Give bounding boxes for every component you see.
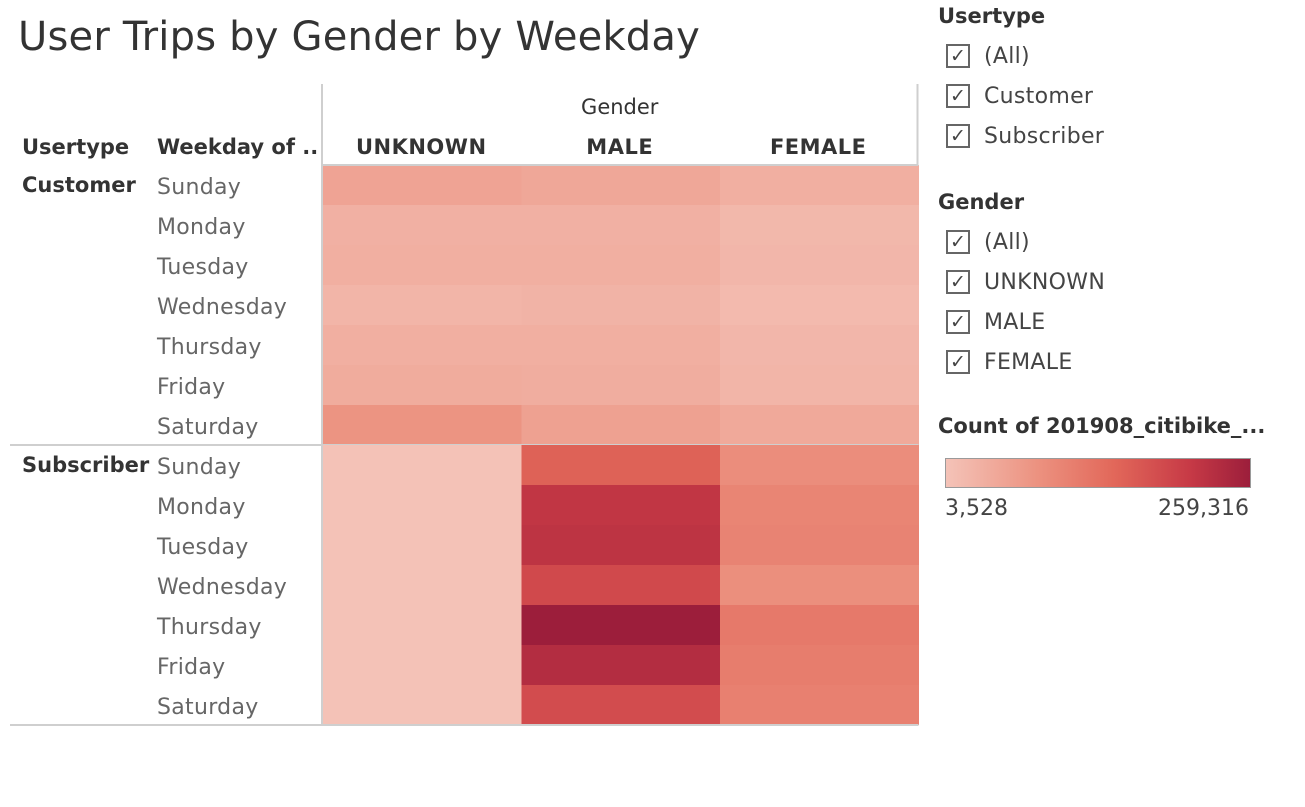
row-header-usertype: Usertype [22,135,129,159]
heatmap-cell [521,165,721,205]
gender-filter-all[interactable]: ✓ (All) [946,222,1105,262]
weekday-label: Tuesday [156,255,249,280]
column-group-label: Gender [581,95,659,119]
row-header-weekday: Weekday of .. [157,135,318,159]
heatmap-chart: Gender Usertype Weekday of .. UNKNOWN MALE FE… [10,84,919,726]
heatmap-cell [323,445,522,485]
heatmap-cell [720,485,919,525]
heatmap-cell [323,405,522,445]
weekday-label: Monday [157,215,246,240]
color-legend-min: 3,528 [945,496,1008,521]
heatmap-cell [720,405,919,445]
heatmap-cell [720,525,919,565]
heatmap-cell [323,485,522,525]
usertype-filter-subscriber[interactable]: ✓ Subscriber [946,116,1104,156]
heatmap-cell [323,245,522,285]
checkbox-checked-icon[interactable]: ✓ [946,310,970,334]
heatmap-cell [521,445,721,485]
usertype-filter-title: Usertype [938,4,1046,28]
weekday-label: Thursday [156,335,262,360]
weekday-label: Friday [157,655,225,680]
heatmap-cell [323,365,522,405]
heatmap-cell [323,565,522,605]
heatmap-cell [323,165,522,205]
heatmap-cell [521,565,721,605]
weekday-label: Tuesday [156,535,249,560]
weekday-label: Wednesday [157,575,287,600]
usertype-filter-customer[interactable]: ✓ Customer [946,76,1104,116]
weekday-label: Saturday [157,695,259,720]
filter-item-label: MALE [984,309,1046,335]
heatmap-cell [720,165,919,205]
weekday-label: Sunday [157,175,241,200]
gender-filter-list: ✓ (All) ✓ UNKNOWN ✓ MALE ✓ FEMALE [946,222,1105,382]
weekday-label: Friday [157,375,225,400]
filter-item-label: FEMALE [984,349,1073,375]
chart-title: User Trips by Gender by Weekday [18,14,700,60]
heatmap-cell [521,685,721,725]
heatmap-cell [521,485,721,525]
checkbox-checked-icon[interactable]: ✓ [946,44,970,68]
heatmap-cell [323,285,522,325]
column-header: FEMALE [770,135,867,159]
color-legend-title: Count of 201908_citibike_... [938,414,1266,438]
heatmap-cell [720,685,919,725]
heatmap-cell [521,205,721,245]
weekday-label: Monday [157,495,246,520]
weekday-label: Sunday [157,455,241,480]
heatmap-cell [720,245,919,285]
heatmap-cell [521,325,721,365]
checkbox-checked-icon[interactable]: ✓ [946,270,970,294]
heatmap-cell [323,605,522,645]
heatmap-cell [521,405,721,445]
heatmap-cell [521,245,721,285]
usertype-filter-list: ✓ (All) ✓ Customer ✓ Subscriber [946,36,1104,156]
heatmap-cell [720,205,919,245]
color-legend-max: 259,316 [1158,496,1249,521]
heatmap-cell [521,525,721,565]
weekday-label: Saturday [157,415,259,440]
heatmap-cell [323,645,522,685]
heatmap-cell [521,605,721,645]
usertype-filter-all[interactable]: ✓ (All) [946,36,1104,76]
heatmap-cell [720,445,919,485]
heatmap-cell [720,325,919,365]
heatmap-cell [720,365,919,405]
filter-item-label: Subscriber [984,123,1105,149]
heatmap-cell [323,525,522,565]
color-legend-bar[interactable] [945,458,1251,488]
group-label: Customer [22,173,136,197]
checkbox-checked-icon[interactable]: ✓ [946,84,970,108]
filter-item-label: (All) [984,43,1030,69]
heatmap-cell [720,645,919,685]
heatmap-cell [720,605,919,645]
checkbox-checked-icon[interactable]: ✓ [946,350,970,374]
column-header: MALE [586,135,653,159]
group-label: Subscriber [22,453,150,477]
heatmap-cell [521,645,721,685]
filter-item-label: Customer [984,83,1094,109]
heatmap-cell [720,285,919,325]
heatmap-cell [323,205,522,245]
weekday-label: Thursday [156,615,262,640]
heatmap-cell [323,685,522,725]
gender-filter-unknown[interactable]: ✓ UNKNOWN [946,262,1105,302]
checkbox-checked-icon[interactable]: ✓ [946,124,970,148]
weekday-label: Wednesday [157,295,287,320]
heatmap-cell [323,325,522,365]
filter-item-label: UNKNOWN [984,269,1106,295]
gender-filter-title: Gender [938,190,1025,214]
heatmap-cell [521,285,721,325]
column-header: UNKNOWN [356,135,487,159]
heatmap-cell [521,365,721,405]
gender-filter-female[interactable]: ✓ FEMALE [946,342,1105,382]
heatmap-cell [720,565,919,605]
checkbox-checked-icon[interactable]: ✓ [946,230,970,254]
filter-item-label: (All) [984,229,1030,255]
gender-filter-male[interactable]: ✓ MALE [946,302,1105,342]
